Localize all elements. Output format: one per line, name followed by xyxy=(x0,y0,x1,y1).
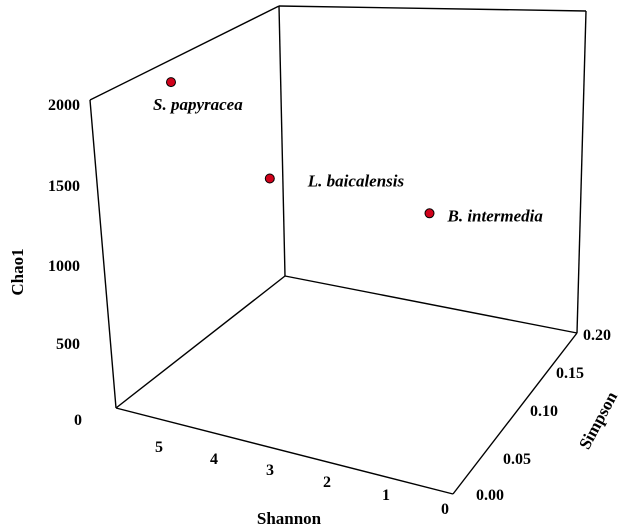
x-tick-label-1: 1 xyxy=(382,487,390,504)
x-tick-label-2: 2 xyxy=(323,474,331,491)
x-tick-label-3: 3 xyxy=(266,462,274,479)
x-tick-label-4: 4 xyxy=(210,451,218,468)
frame-back-bottom-edge xyxy=(115,275,286,409)
x-axis-ticks: 5 4 3 2 1 0 xyxy=(155,439,449,518)
y-tick-label-0.05: 0.05 xyxy=(503,451,531,468)
z-tick-label-0: 0 xyxy=(74,412,82,429)
data-point xyxy=(424,208,435,219)
frame-right-top-edge xyxy=(278,5,587,12)
y-tick-label-0.10: 0.10 xyxy=(530,403,558,420)
data-point-label: S. papyracea xyxy=(153,95,243,114)
z-tick-label-2000: 2000 xyxy=(48,97,80,114)
z-tick-label-1500: 1500 xyxy=(48,178,80,195)
frame-right-bottom-edge xyxy=(284,275,578,334)
data-points: S. papyracea L. baicalensis B. intermedia xyxy=(153,77,544,225)
y-axis-ticks: 0.00 0.05 0.10 0.15 0.20 xyxy=(476,327,611,504)
z-axis-title: Chao1 xyxy=(8,248,27,295)
x-tick-label-0: 0 xyxy=(441,501,449,518)
y-axis-title: Simpson xyxy=(575,388,621,452)
frame xyxy=(89,5,587,495)
data-point-label: L. baicalensis xyxy=(307,172,405,191)
y-tick-label-0.15: 0.15 xyxy=(556,365,584,382)
frame-floor-x-edge xyxy=(115,407,454,495)
data-point-label: B. intermedia xyxy=(447,206,544,225)
x-axis-title: Shannon xyxy=(257,509,322,528)
x-tick-label-5: 5 xyxy=(155,439,163,456)
frame-back-top-edge xyxy=(89,5,280,101)
frame-right-far-edge xyxy=(576,10,587,334)
frame-floor-y-edge xyxy=(452,332,578,495)
frame-z-axis xyxy=(89,99,117,409)
z-axis-ticks: 0 500 1000 1500 2000 xyxy=(48,97,82,429)
data-point xyxy=(166,77,176,88)
data-point xyxy=(264,173,275,184)
frame-back-right-edge xyxy=(278,5,286,277)
z-tick-label-1000: 1000 xyxy=(48,258,80,275)
z-tick-label-500: 500 xyxy=(56,336,80,353)
y-tick-label-0.00: 0.00 xyxy=(476,487,504,504)
y-tick-label-0.20: 0.20 xyxy=(583,327,611,344)
